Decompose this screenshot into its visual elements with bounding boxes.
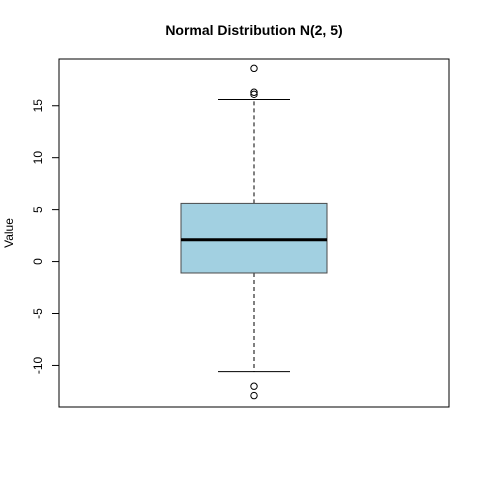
outlier-point (250, 382, 258, 390)
boxplot (180, 64, 328, 400)
iqr-box (180, 202, 328, 274)
y-tick-label: -5 (31, 308, 45, 319)
y-tick-label: 15 (31, 99, 45, 113)
outlier-point (250, 391, 258, 400)
y-tick-label: 10 (31, 151, 45, 165)
plot-frame (58, 58, 450, 408)
outlier-point (250, 64, 258, 73)
y-axis: -10 -5 0 5 10 15 (31, 99, 59, 374)
outlier-point (250, 90, 258, 99)
chart-title: Normal Distribution N(2, 5) (165, 22, 342, 38)
y-tick-label: -10 (31, 356, 45, 374)
y-tick-label: 5 (31, 206, 45, 213)
y-tick-label: 0 (31, 258, 45, 265)
outlier-point (250, 88, 258, 96)
y-axis-label: Value (2, 218, 16, 248)
